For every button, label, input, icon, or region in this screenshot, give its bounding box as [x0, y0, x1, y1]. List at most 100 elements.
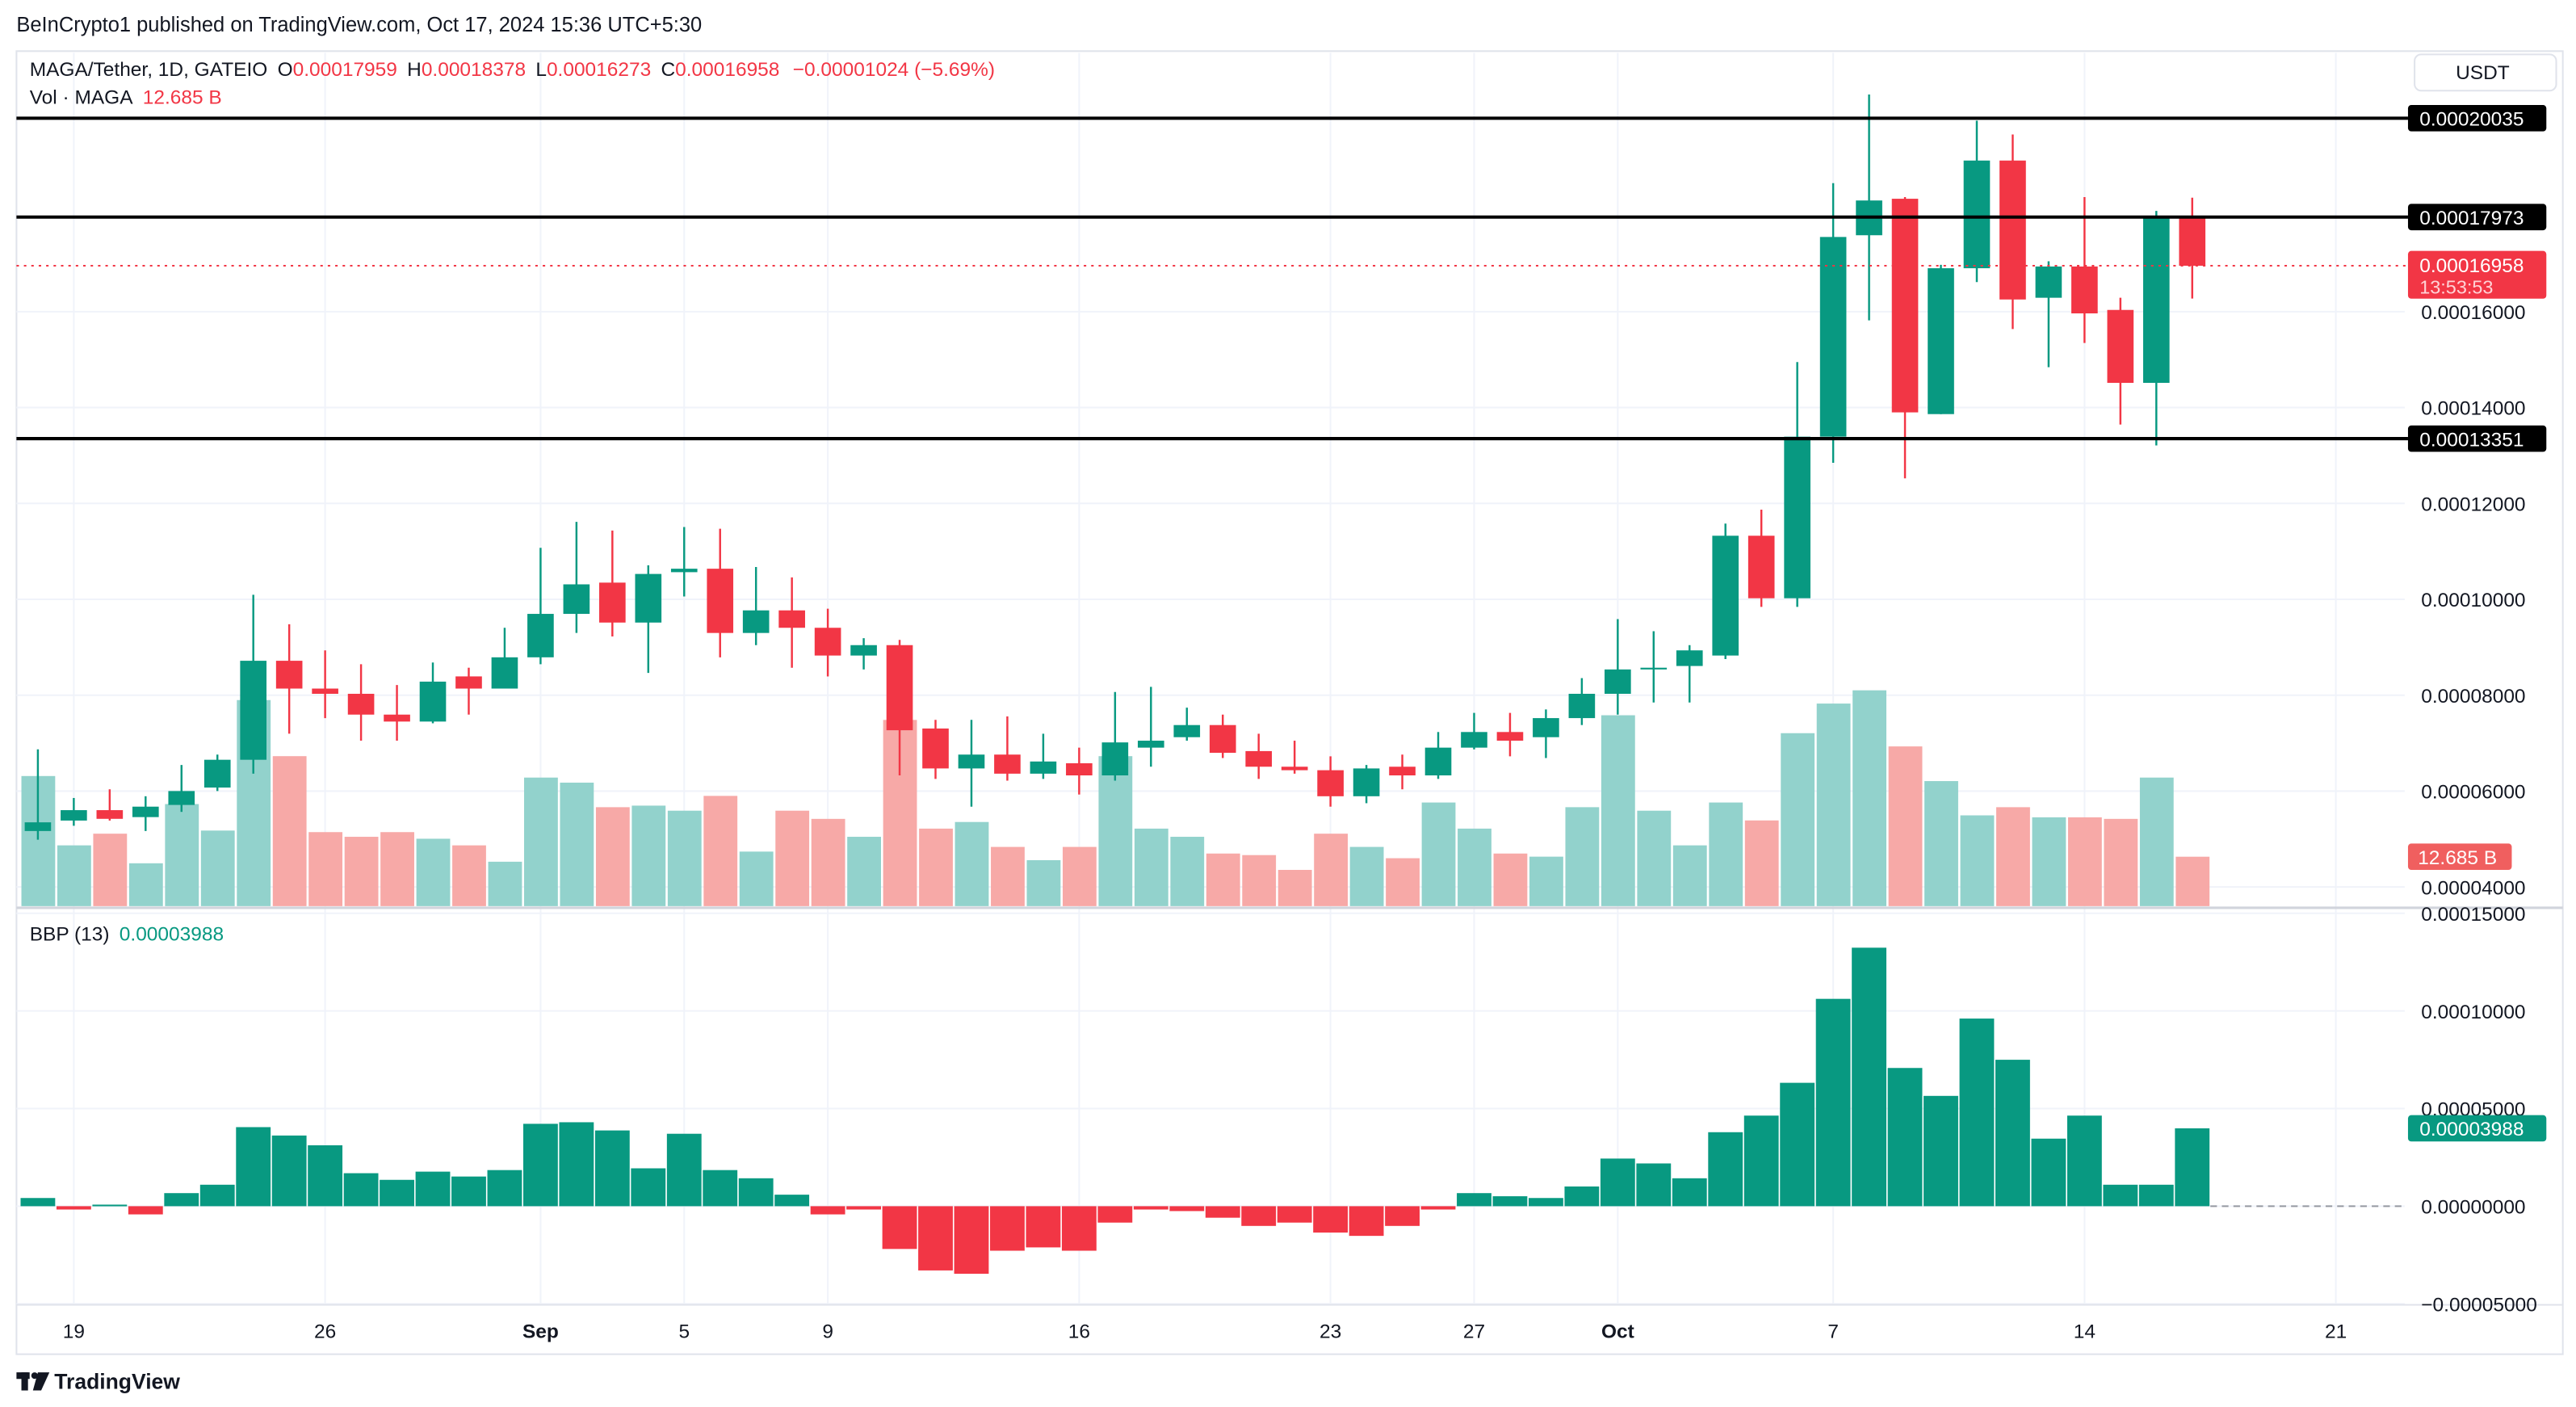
candle — [1030, 733, 1057, 779]
candle — [670, 527, 698, 597]
volume-bar — [1242, 855, 1277, 906]
candle — [1066, 747, 1093, 795]
bbp-bar — [882, 1206, 917, 1250]
candle-body — [994, 754, 1021, 774]
candle-body — [1496, 732, 1524, 741]
candle — [635, 565, 662, 674]
volume-bar — [1458, 828, 1491, 906]
bbp-bar — [1780, 1082, 1815, 1207]
time-tick-label: 21 — [2325, 1321, 2347, 1342]
bbp-bar — [1133, 1206, 1168, 1210]
volume-bar — [200, 830, 235, 906]
bbp-bar — [1169, 1206, 1205, 1212]
bbp-bar — [1852, 947, 1887, 1207]
bbp-bar — [380, 1179, 414, 1207]
volume-last-label: 12.685 B — [2418, 847, 2497, 869]
bbp-bar — [236, 1127, 271, 1207]
candle-body — [1568, 693, 1596, 719]
candle — [275, 624, 303, 734]
candle-body — [2142, 216, 2170, 384]
volume-bar — [1781, 733, 1815, 906]
candle — [599, 530, 626, 636]
candle — [742, 566, 770, 645]
volume-bar — [1637, 810, 1672, 906]
bbp-bar — [1277, 1206, 1312, 1223]
candle-body — [384, 714, 410, 722]
bbp-value: 0.00003988 — [120, 924, 224, 946]
bbp-bar — [522, 1124, 558, 1207]
candle-body — [203, 759, 231, 788]
volume-bar — [308, 832, 343, 906]
candle — [1101, 691, 1129, 781]
candle-body — [312, 688, 338, 694]
time-tick-label: 14 — [2074, 1321, 2096, 1342]
candle — [1389, 754, 1416, 790]
volume-bar — [1852, 690, 1887, 906]
candle — [1533, 709, 1559, 758]
time-tick-label: 23 — [1319, 1321, 1341, 1342]
candle-body — [2071, 266, 2098, 313]
bbp-bar — [1313, 1206, 1349, 1233]
published-caption: BeInCrypto1 published on TradingView.com… — [16, 14, 702, 36]
candle — [850, 638, 877, 670]
bbp-bar — [846, 1206, 882, 1210]
volume-bar — [1924, 781, 1958, 906]
level-price-tag — [2407, 204, 2547, 231]
candle — [1891, 196, 1919, 479]
bbp-bar — [1061, 1206, 1097, 1251]
currency-button[interactable]: USDT — [2414, 53, 2557, 92]
candle — [96, 789, 124, 821]
volume-last-tag — [2407, 843, 2512, 871]
level-price-label: 0.00013351 — [2419, 429, 2524, 451]
candle — [1712, 523, 1739, 659]
bbp-bar — [1241, 1206, 1277, 1226]
candle — [994, 716, 1021, 781]
time-tick-label: 26 — [314, 1321, 336, 1342]
volume-bar — [847, 837, 882, 906]
candle — [491, 628, 518, 689]
candle — [563, 522, 590, 633]
volume-bar — [128, 863, 163, 906]
bbp-bar — [308, 1144, 343, 1207]
candle-body — [958, 754, 985, 769]
volume-bar — [667, 810, 702, 906]
candle-body — [599, 582, 626, 623]
volume-bar — [1565, 807, 1600, 906]
bbp-bar — [2031, 1138, 2066, 1207]
time-tick-label: 5 — [678, 1321, 690, 1342]
candles — [24, 94, 2206, 840]
bbp-bar — [774, 1195, 810, 1207]
time-tick-label: 16 — [1068, 1321, 1090, 1342]
bbp-last-tag — [2407, 1115, 2547, 1142]
bbp-tick-label: 0.00000000 — [2421, 1197, 2525, 1219]
tradingview-logo[interactable]: TradingView — [16, 1369, 180, 1393]
level-price-tag — [2407, 105, 2547, 132]
bbp-bar — [92, 1204, 128, 1207]
candle — [240, 594, 267, 774]
candle-body — [886, 645, 913, 731]
time-axis[interactable]: 19 26 Sep 5 9 16 23 27 Oct 7 14 21 — [63, 1321, 2347, 1342]
candle — [1173, 708, 1201, 741]
bbp-last-label: 0.00003988 — [2419, 1119, 2524, 1140]
horizontal-levels[interactable]: 0.00020035 0.00017973 0.00013351 — [16, 105, 2547, 452]
candle — [1281, 741, 1308, 774]
volume-bar — [452, 845, 486, 906]
bbp-axis[interactable]: 0.000150000.000100000.000050000.00000000… — [2407, 904, 2547, 1316]
candle-body — [1605, 669, 1631, 694]
bbp-bar — [1097, 1206, 1133, 1223]
candle-body — [814, 628, 841, 656]
candle-body — [1676, 650, 1703, 666]
tradingview-logo-icon — [16, 1372, 50, 1391]
candle-body — [1030, 761, 1057, 774]
price-axis[interactable]: 0.00016000 0.00014000 0.00012000 0.00010000… — [2407, 250, 2547, 900]
candle-body — [347, 693, 375, 715]
time-tick-label: Sep — [522, 1321, 559, 1342]
volume-bar — [1278, 870, 1312, 906]
candle — [1856, 94, 1882, 321]
volume-bar — [1996, 807, 2030, 906]
candle-body — [96, 810, 124, 819]
candle — [2142, 211, 2170, 446]
candle-body — [2107, 309, 2134, 384]
